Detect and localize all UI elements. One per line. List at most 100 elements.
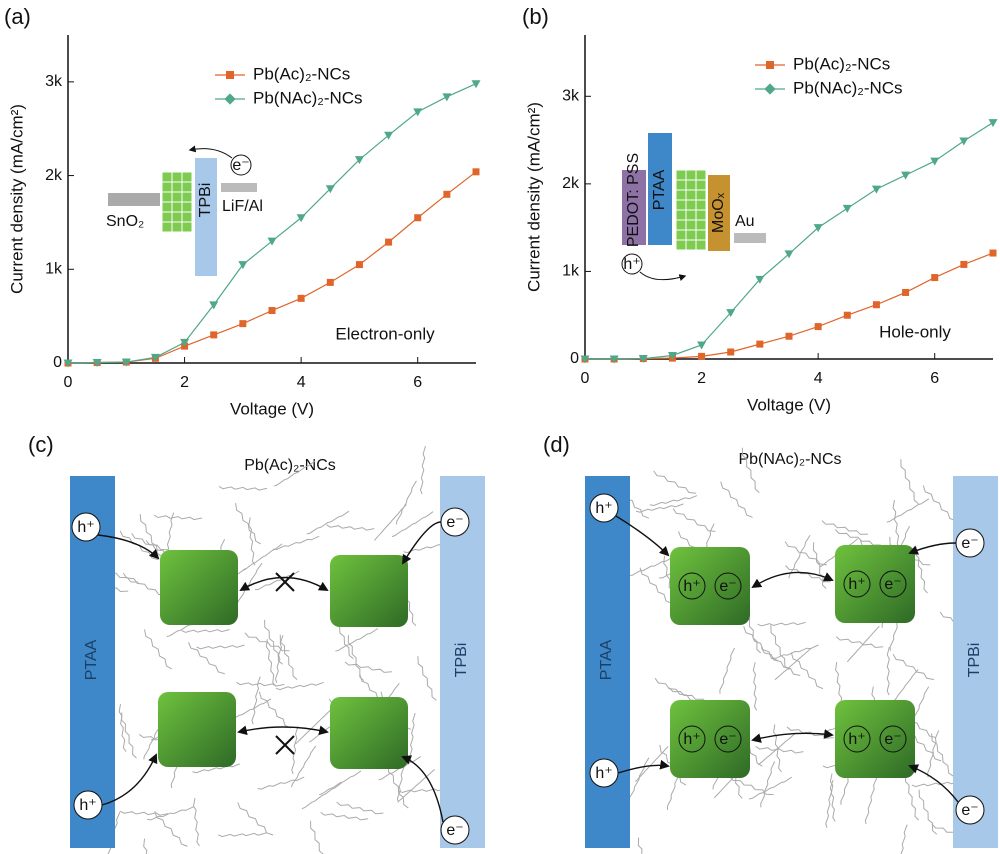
- x-tick-label: 2: [697, 370, 706, 387]
- data-point: [960, 260, 968, 268]
- au-layer: [734, 233, 766, 243]
- carrier-circle: [843, 725, 871, 753]
- ligand: [192, 798, 200, 847]
- inset-label: LiF/Al: [222, 198, 263, 215]
- carrier-arrow: [188, 145, 233, 159]
- ligand: [395, 480, 417, 525]
- carrier-label: h⁺: [595, 765, 612, 782]
- inset-label: SnO₂: [106, 213, 144, 230]
- data-point: [209, 301, 219, 310]
- carrier-circle: [230, 154, 252, 176]
- data-point: [609, 355, 619, 364]
- series-line: [585, 252, 994, 360]
- carrier-arrow: [97, 534, 160, 560]
- nc-cell: [181, 191, 193, 203]
- nanocrystal: [160, 550, 238, 625]
- data-point: [268, 307, 276, 315]
- ligand: [914, 546, 928, 594]
- ligand: [242, 543, 283, 572]
- carrier-label: h⁺: [79, 797, 96, 814]
- data-point: [813, 224, 823, 233]
- carrier-circle: [714, 572, 742, 600]
- nc-cell: [685, 239, 697, 251]
- nc-cell: [181, 201, 193, 213]
- data-point: [726, 309, 736, 318]
- inset-label: PEDOT: PSS: [625, 153, 642, 247]
- carrier-label: e⁻: [719, 731, 736, 748]
- y-tick-label: 1k: [45, 261, 63, 278]
- data-point: [814, 323, 822, 331]
- ligand: [760, 647, 801, 676]
- nc-cell: [181, 181, 193, 193]
- data-point: [472, 168, 480, 176]
- ligand: [757, 621, 806, 627]
- carrier-label: e⁻: [961, 535, 978, 552]
- ligand: [374, 504, 407, 541]
- nanocrystal: [835, 545, 915, 623]
- ligand: [825, 779, 834, 828]
- ligand: [279, 634, 298, 680]
- ligand: [821, 520, 869, 535]
- nc-cell: [171, 201, 183, 213]
- data-point: [238, 261, 248, 270]
- nc-cell: [181, 221, 193, 233]
- legend-swatch: [764, 83, 776, 95]
- data-point: [413, 108, 423, 117]
- carrier-label: e⁻: [446, 822, 463, 839]
- data-point: [414, 214, 422, 222]
- nc-cell: [675, 209, 687, 221]
- data-point: [785, 332, 793, 340]
- carrier-label: h⁺: [77, 519, 94, 536]
- sno2-layer: [108, 193, 160, 206]
- nc-cell: [161, 171, 173, 183]
- ligand: [118, 703, 127, 752]
- legend-label: Pb(Ac)₂-NCs: [253, 64, 350, 83]
- data-point: [63, 359, 73, 368]
- carrier-circle: [678, 725, 706, 753]
- carrier-label: e⁻: [884, 731, 901, 748]
- data-point: [871, 185, 881, 194]
- nc-cell: [685, 169, 697, 181]
- data-point: [756, 340, 764, 348]
- x-tick-label: 0: [581, 370, 590, 387]
- carrier-circle: [440, 815, 470, 845]
- inset-label: PTAA: [651, 169, 668, 210]
- ligand: [892, 500, 901, 549]
- legend-swatch: [766, 61, 774, 69]
- carrier-circle: [843, 570, 871, 598]
- nanocrystal: [670, 700, 750, 778]
- carrier-label: e⁻: [719, 578, 736, 595]
- nanocrystal: [330, 697, 408, 769]
- ligand: [752, 662, 758, 711]
- ligand: [911, 780, 960, 788]
- ligand: [720, 481, 753, 518]
- nc-cell: [695, 209, 707, 221]
- carrier-arrow: [401, 521, 442, 565]
- y-tick-label: 1k: [562, 263, 580, 280]
- ligand: [397, 787, 447, 794]
- x-tick-label: 6: [413, 374, 422, 391]
- ligand: [672, 508, 716, 532]
- lif-layer: [221, 183, 257, 192]
- legend-swatch: [226, 71, 234, 79]
- carrier-label: h⁺: [623, 256, 640, 273]
- carrier-circle: [621, 253, 643, 275]
- carrier-arrow: [617, 759, 670, 774]
- nc-cell: [161, 191, 173, 203]
- carrier-circle: [678, 572, 706, 600]
- data-point: [989, 249, 997, 257]
- data-point: [667, 351, 677, 360]
- ligand: [217, 832, 267, 838]
- data-point: [443, 190, 451, 198]
- ligand: [122, 572, 166, 596]
- blocked-cross: [275, 735, 295, 755]
- ligand: [274, 635, 284, 684]
- ligand: [729, 775, 774, 796]
- data-point: [901, 171, 911, 180]
- ligand: [192, 763, 240, 774]
- ligand: [900, 459, 919, 505]
- carrier-label: h⁺: [848, 731, 865, 748]
- carrier-label: h⁺: [683, 578, 700, 595]
- carrier-arrow: [237, 725, 329, 736]
- nanocrystal: [330, 555, 408, 627]
